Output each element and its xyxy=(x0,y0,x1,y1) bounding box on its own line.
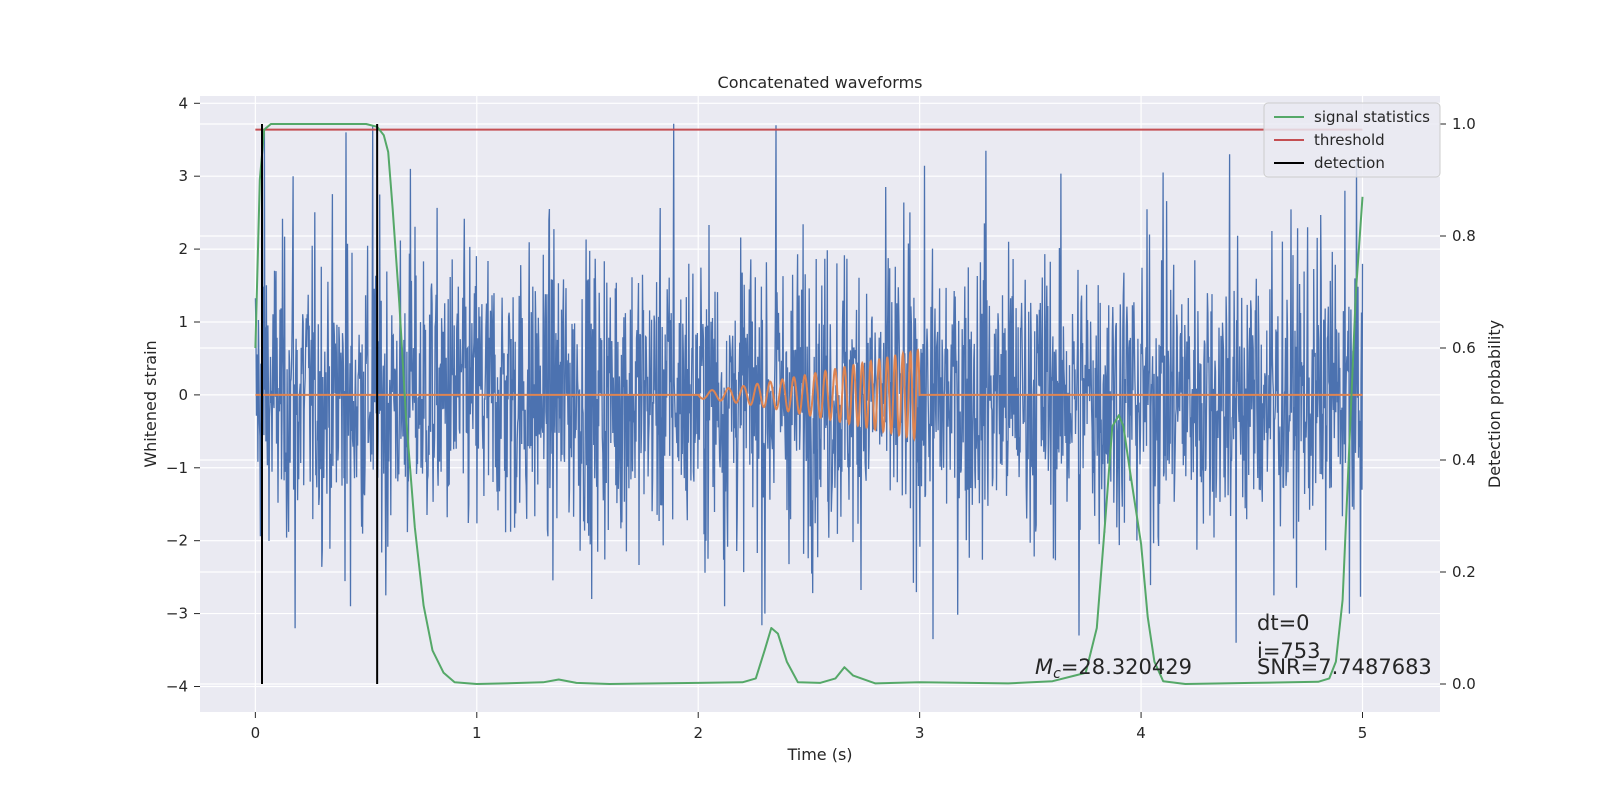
legend-label-detection: detection xyxy=(1314,154,1385,172)
index-annotation: i=753 xyxy=(1257,639,1321,663)
y-tick-label: −3 xyxy=(166,605,188,623)
strain-series-line xyxy=(254,123,1364,643)
x-tick-label: 1 xyxy=(472,724,482,742)
annotations: Mc=28.320429 dt=0 i=753 SNR=7.7487683 xyxy=(1035,611,1432,682)
y-tick-label: 4 xyxy=(178,94,188,112)
chirp-mass-subscript: c xyxy=(1053,666,1061,682)
x-tick-label: 4 xyxy=(1136,724,1146,742)
dt-annotation: dt=0 xyxy=(1257,611,1310,635)
legend-label-signal-statistics: signal statistics xyxy=(1314,108,1430,126)
y-tick-label-right: 1.0 xyxy=(1452,115,1476,133)
plot-series xyxy=(254,123,1364,685)
y-tick-label-right: 0.2 xyxy=(1452,563,1476,581)
y-tick-label-right: 0.6 xyxy=(1452,339,1476,357)
x-tick-label: 2 xyxy=(693,724,703,742)
y-tick-label: −1 xyxy=(166,459,188,477)
axes: 0 1 2 3 4 5 −4 −3 −2 −1 0 1 2 3 4 0.0 0.2 0.4 0.6 0.8 1.0 xyxy=(166,94,1476,742)
chirp-mass-annotation: Mc=28.320429 xyxy=(1035,655,1192,682)
y-tick-label: 2 xyxy=(178,240,188,258)
legend: signal statistics threshold detection xyxy=(1263,102,1441,178)
y-tick-label: −2 xyxy=(166,532,188,550)
y-tick-label: 0 xyxy=(178,386,188,404)
x-axis-label: Time (s) xyxy=(786,745,852,764)
y-axis-label-right: Detection probability xyxy=(1485,320,1504,488)
x-tick-label: 5 xyxy=(1358,724,1368,742)
y-tick-label-right: 0.0 xyxy=(1452,675,1476,693)
y-tick-label-right: 0.4 xyxy=(1452,451,1476,469)
legend-label-threshold: threshold xyxy=(1314,131,1385,149)
x-tick-label: 0 xyxy=(251,724,261,742)
legend-box xyxy=(1263,102,1441,178)
template-series-line xyxy=(255,348,1363,442)
snr-annotation: SNR=7.7487683 xyxy=(1257,655,1432,679)
y-axis-label-left: Whitened strain xyxy=(141,340,160,467)
y-tick-label: −4 xyxy=(166,677,188,695)
chirp-mass-value: =28.320429 xyxy=(1061,655,1192,679)
x-tick-label: 3 xyxy=(915,724,925,742)
y-tick-label: 1 xyxy=(178,313,188,331)
chart-title: Concatenated waveforms xyxy=(718,73,923,92)
chirp-mass-symbol: M xyxy=(1035,655,1053,679)
y-tick-label-right: 0.8 xyxy=(1452,227,1476,245)
signal-statistics-line xyxy=(254,123,1364,685)
y-tick-label: 3 xyxy=(178,167,188,185)
